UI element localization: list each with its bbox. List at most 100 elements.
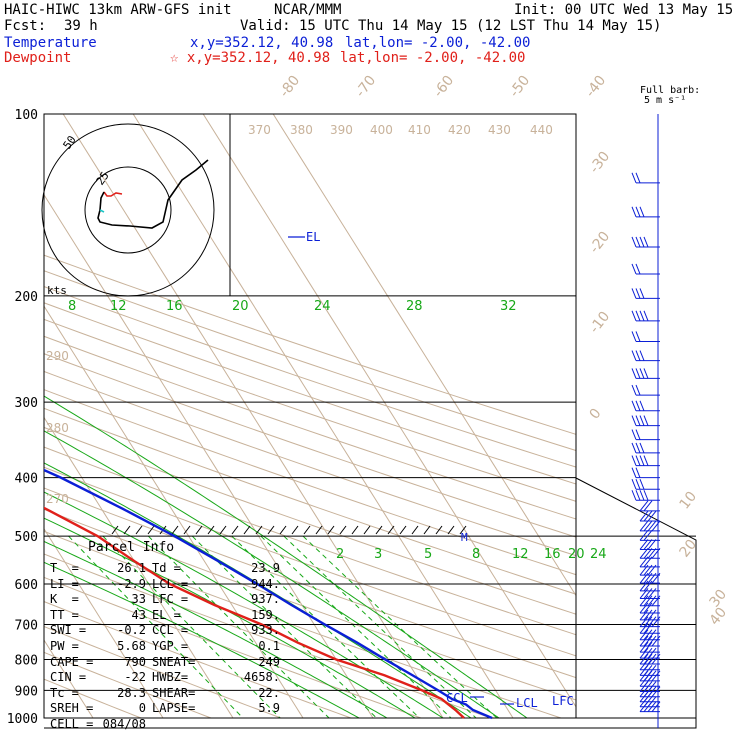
theta-label: 430 (488, 123, 511, 137)
barb-legend-value: 5 m s⁻¹ (644, 95, 687, 106)
theta-label: 390 (330, 123, 353, 137)
mixing-ratio-label: 24 (590, 547, 607, 562)
wind-barb-flag (631, 479, 637, 490)
mixing-ratio-line (260, 535, 452, 719)
temperature-profile-line (44, 468, 493, 720)
wind-barb-flag (643, 564, 653, 576)
dry-adiabat-line (44, 335, 576, 520)
dry-adiabat-line (44, 318, 576, 502)
wind-barb-flag (631, 310, 637, 322)
mixing-ratio-label: 16 (166, 299, 183, 314)
dewpoint-coords: ☆ x,y=352.12, 40.98 (170, 50, 331, 66)
parcel-info-cell: CIN = (50, 670, 87, 685)
hatch-mark (111, 525, 119, 535)
hatch-mark (303, 525, 311, 535)
dry-adiabat-line (44, 553, 492, 719)
wind-barb-flag (639, 350, 645, 361)
parcel-info-cell: SREH = (50, 701, 94, 716)
hatch-mark (363, 525, 371, 535)
barb-legend-title: Full barb: (640, 85, 701, 96)
wind-barb-flag (651, 616, 661, 627)
parcel-info-cell: 22. (258, 685, 280, 700)
pressure-tick-label: 300 (15, 396, 38, 411)
wind-barb-flag (639, 490, 645, 501)
parcel-info-cell: LCL = (152, 576, 189, 591)
mixing-ratio-label: 5 (424, 547, 432, 562)
parcel-info-row: CIN = -22 HWBZ= 4658. (50, 670, 282, 686)
wind-barb-flag (639, 701, 649, 712)
parcel-info-row: TT = 43 EL = 159. (50, 608, 282, 624)
wind-barb-flag (639, 691, 649, 703)
m-marker-label: M (461, 531, 468, 544)
hatch-mark (399, 525, 407, 535)
wind-barb-flag (651, 547, 661, 559)
wind-barb-flag (631, 206, 637, 218)
parcel-info-cell: 33 (131, 592, 146, 607)
parcel-info-cell: T = (50, 561, 79, 575)
hatch-mark (291, 525, 299, 535)
parcel-info-cell: YGP = (152, 638, 189, 653)
parcel-info-cell: 0 (138, 701, 146, 716)
dry-adiabat-line (44, 625, 282, 719)
wind-barb-flag (643, 609, 653, 621)
wind-barb-flag (639, 539, 649, 550)
wind-barb-flag (643, 635, 653, 647)
dry-adiabat-line (44, 286, 576, 468)
wind-barb-flag (643, 415, 649, 426)
hatch-mark (423, 525, 431, 535)
wind-barb-flag (635, 490, 641, 501)
parcel-info-cell: LAPSE= (152, 701, 196, 716)
mixing-ratio-line (231, 535, 420, 719)
wind-barb-flag (643, 647, 653, 659)
wind-barb-flag (635, 288, 641, 299)
mixing-ratio-line (283, 535, 477, 719)
wind-barb-flag (639, 616, 649, 627)
hodograph-units: kts (47, 284, 67, 297)
wind-barb-flag (639, 696, 649, 708)
wind-barb-flag (647, 629, 657, 641)
parcel-info-table: T = 26.1 Td = 23.9 LI = -2.9 LCL = 944. K = 33 LFC… (50, 561, 282, 733)
wind-barb-flag (631, 350, 637, 361)
dry-adiabat-line (44, 508, 576, 701)
wind-barb-flag (643, 701, 653, 712)
wind-barb-flag (643, 520, 653, 532)
isotherm-line (62, 114, 444, 719)
wind-barb-flag (631, 263, 637, 275)
theta-label: 400 (370, 123, 393, 137)
isotherm-label: -50 (507, 73, 534, 101)
wind-barb-flag (643, 641, 653, 653)
dewpoint-profile-line (44, 506, 465, 719)
wind-barb-flag (639, 686, 649, 698)
parcel-info-cell: 43 (131, 607, 146, 622)
dry-adiabat-line (44, 651, 212, 719)
parcel-info-cell: 28.3 (117, 685, 146, 700)
pressure-tick-label: 500 (15, 530, 38, 545)
wind-barb-flag (639, 622, 649, 634)
parcel-info-cell: 933. (251, 623, 280, 638)
isotherm-label: -60 (431, 73, 458, 101)
pressure-tick-label: 400 (15, 472, 38, 487)
wind-barb-flag (643, 530, 653, 541)
mixing-ratio-line (148, 535, 330, 719)
mixing-ratio-label: 12 (512, 547, 529, 562)
wind-barb-flag (631, 429, 637, 440)
wind-barb-flag (631, 400, 637, 411)
theta-label: 410 (408, 123, 431, 137)
wind-barb-flag (631, 331, 637, 342)
wind-barb-flag (631, 490, 637, 501)
wind-barb-flag (643, 556, 653, 568)
wind-barb-flag (639, 588, 649, 599)
wind-barb-flag (647, 547, 657, 559)
isotherm-line (132, 114, 514, 719)
isotherm-label: 40 (707, 605, 731, 629)
isotherm-label: 0 (587, 406, 605, 423)
mixing-ratio-label: 2 (336, 547, 344, 562)
wind-barb-flag (631, 288, 637, 299)
wind-barb-flag (647, 588, 657, 599)
dry-adiabat-line (44, 466, 576, 657)
isotherm-label: -10 (587, 309, 614, 337)
wind-barb-flag (651, 520, 661, 532)
theta-label: 440 (530, 123, 553, 137)
pressure-tick-label: 600 (15, 578, 38, 593)
